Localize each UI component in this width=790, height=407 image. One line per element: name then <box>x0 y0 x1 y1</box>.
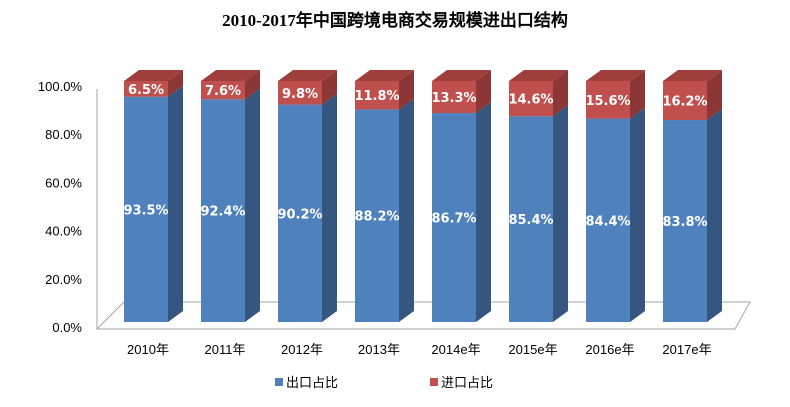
bar-top <box>278 70 337 81</box>
bar-top <box>586 70 645 81</box>
data-label: 90.2% <box>277 207 322 222</box>
data-label: 16.2% <box>662 95 707 110</box>
bar-side-export <box>168 85 183 322</box>
y-tick-label: 100.0% <box>38 79 83 94</box>
bar-import <box>432 81 476 114</box>
bar-side-export <box>553 105 568 322</box>
legend-label: 出口占比 <box>286 376 338 391</box>
bar-side-import <box>168 70 183 97</box>
bar-import <box>278 81 322 105</box>
bar-import <box>586 81 630 119</box>
data-label: 93.5% <box>123 203 168 218</box>
data-label: 11.8% <box>354 89 399 104</box>
data-label: 92.4% <box>200 205 245 220</box>
data-label: 84.4% <box>585 214 630 229</box>
bar-top <box>509 70 568 81</box>
bar-side-export <box>245 88 260 322</box>
bar-import <box>509 81 553 117</box>
bar-side-import <box>399 70 414 110</box>
bar-side-export <box>630 107 645 322</box>
y-tick-label: 0.0% <box>52 320 82 335</box>
bar-side-import <box>245 70 260 100</box>
data-label: 15.6% <box>585 94 630 109</box>
bar-export <box>509 116 553 322</box>
bar-side-export <box>399 98 414 322</box>
bar-side-import <box>553 70 568 117</box>
x-tick-label: 2013年 <box>358 342 400 357</box>
bar-top <box>663 70 722 81</box>
y-tick-label: 20.0% <box>45 272 82 287</box>
x-tick-label: 2010年 <box>127 342 169 357</box>
x-tick-label: 2011年 <box>205 342 246 357</box>
x-tick-label: 2017e年 <box>662 342 711 357</box>
x-tick-label: 2015e年 <box>508 342 557 357</box>
bar-export <box>124 96 168 322</box>
data-label: 83.8% <box>662 215 707 230</box>
bar-import <box>124 81 168 97</box>
x-tick-label: 2012年 <box>281 342 323 357</box>
y-tick-label: 60.0% <box>45 175 82 190</box>
bar-top <box>201 70 260 81</box>
bar-export <box>432 113 476 322</box>
bar-side-import <box>322 70 337 105</box>
y-tick-label: 80.0% <box>45 127 82 142</box>
data-label: 9.8% <box>282 87 318 102</box>
bar-side-import <box>707 70 722 121</box>
bar-top <box>355 70 414 81</box>
bar-import <box>201 81 245 100</box>
x-tick-label: 2016e年 <box>585 342 634 357</box>
data-label: 7.6% <box>205 84 241 99</box>
data-label: 14.6% <box>508 93 553 108</box>
bar-import <box>355 81 399 110</box>
data-label: 6.5% <box>128 83 164 98</box>
bar-top <box>124 70 183 81</box>
bar-export <box>201 99 245 322</box>
bar-import <box>663 81 707 121</box>
y-tick-label: 40.0% <box>45 224 82 239</box>
plot-floor <box>96 89 751 330</box>
bar-side-export <box>322 93 337 322</box>
bar-side-export <box>707 109 722 323</box>
data-label: 86.7% <box>431 212 476 227</box>
bar-top <box>432 70 491 81</box>
chart-title: 2010-2017年中国跨境电商交易规模进出口结构 <box>222 11 568 30</box>
bar-export <box>355 109 399 322</box>
legend-swatch-import <box>430 378 438 386</box>
legend-label: 进口占比 <box>441 376 493 391</box>
data-label: 88.2% <box>354 210 399 225</box>
bar-side-export <box>476 102 491 322</box>
bar-side-import <box>630 70 645 119</box>
bar-export <box>278 104 322 322</box>
bar-side-import <box>476 70 491 114</box>
legend-swatch-export <box>275 378 283 386</box>
bar-export <box>663 120 707 323</box>
x-tick-label: 2014e年 <box>431 342 480 357</box>
bar-export <box>586 118 630 322</box>
data-label: 85.4% <box>508 213 553 228</box>
data-label: 13.3% <box>431 91 476 106</box>
